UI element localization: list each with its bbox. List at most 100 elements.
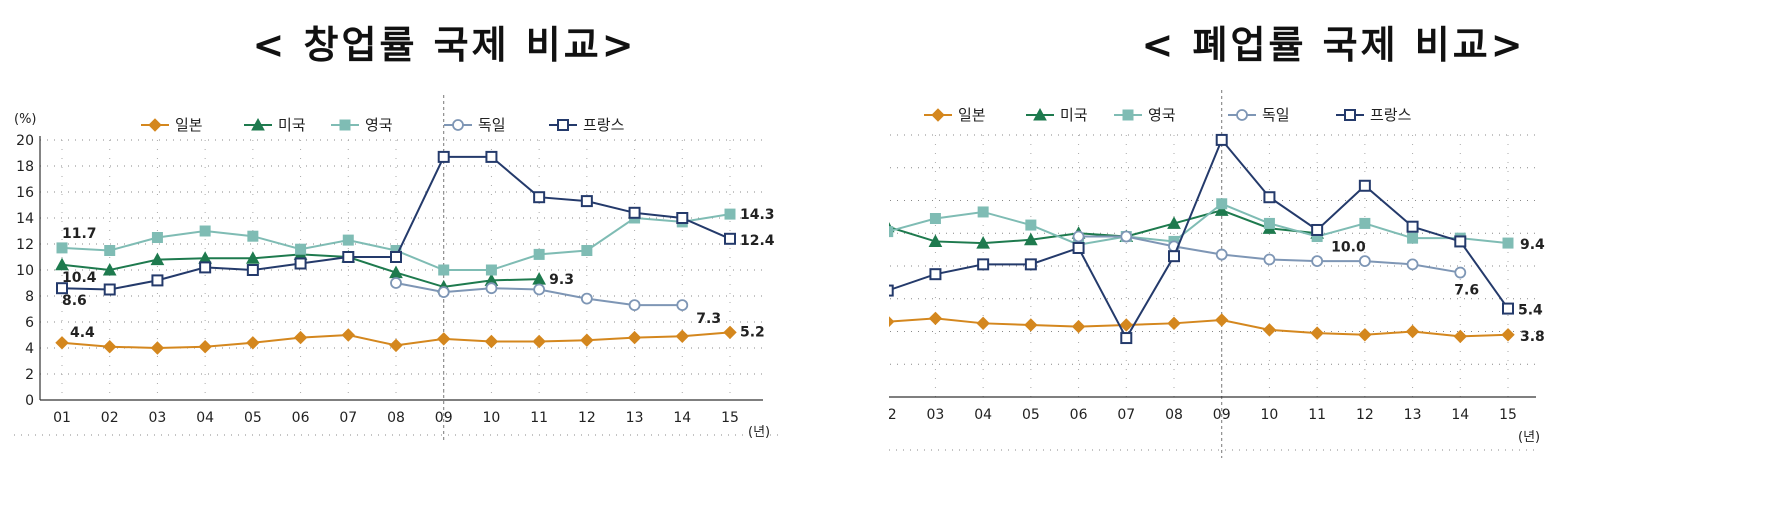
data-label: 5.2 (740, 324, 765, 340)
series-1 (889, 311, 1515, 344)
y-tick-label: 10 (16, 263, 34, 279)
data-point (675, 329, 689, 344)
data-point (293, 330, 308, 345)
data-point (56, 282, 68, 295)
data-point (1120, 332, 1133, 345)
data-point (1263, 217, 1275, 229)
data-point (1168, 250, 1180, 263)
x-tick-label: 06 (292, 410, 310, 426)
data-point (676, 299, 689, 312)
data-label: 5.4 (1518, 303, 1543, 319)
x-axis-unit-label: (년) (1518, 430, 1540, 445)
legend-label: 프랑스 (583, 116, 625, 134)
data-point (485, 264, 497, 276)
data-point (199, 225, 211, 237)
x-tick-label: 03 (149, 410, 167, 426)
y-tick-label: 8 (25, 289, 34, 305)
x-tick-label: 14 (1451, 407, 1469, 423)
data-label: 4.4 (70, 325, 95, 341)
x-tick-label: 01 (53, 410, 71, 426)
data-label: 9.4 (1520, 237, 1545, 253)
data-point (1215, 248, 1228, 261)
x-tick-label: 10 (1261, 407, 1279, 423)
data-point (1262, 323, 1277, 337)
x-tick-label: 04 (196, 410, 214, 426)
data-point (928, 234, 943, 247)
data-point (1215, 133, 1228, 146)
x-tick-label: 06 (1070, 407, 1088, 423)
data-point (247, 230, 259, 242)
data-point (246, 336, 260, 350)
data-point (151, 232, 163, 243)
data-point (1311, 223, 1324, 236)
data-point (1405, 324, 1420, 339)
data-point (1263, 191, 1276, 204)
data-label: 7.6 (1454, 283, 1479, 299)
data-point (1119, 318, 1133, 332)
data-point (150, 341, 165, 355)
x-tick-label: 05 (244, 410, 262, 426)
data-point (198, 339, 212, 354)
data-point (580, 292, 593, 305)
data-point (1024, 258, 1037, 271)
x-axis-unit-label: (년) (748, 425, 770, 440)
x-tick-label: 08 (1165, 407, 1183, 423)
data-point (929, 268, 942, 281)
legend-item: 독일 (1228, 106, 1290, 124)
data-point (150, 252, 165, 266)
x-tick-label: 13 (1404, 407, 1422, 423)
data-point (977, 206, 989, 218)
data-point (676, 212, 689, 224)
data-point (532, 334, 546, 349)
data-point (1501, 328, 1515, 342)
data-point (580, 333, 594, 347)
data-point (199, 261, 212, 274)
data-point (889, 316, 895, 328)
data-point (104, 245, 116, 256)
data-point (295, 243, 307, 255)
legend-label: 일본 (175, 116, 203, 134)
legend-marker (1344, 109, 1356, 121)
data-point (1167, 216, 1181, 229)
x-tick-label: 14 (673, 410, 691, 426)
legend-item: 일본 (141, 116, 203, 134)
closure-rate-chart: (%)(년)0246810121416010203040506070809101… (889, 90, 1545, 458)
x-tick-label: 12 (1356, 407, 1374, 423)
legend-label: 일본 (958, 106, 986, 124)
data-point (889, 226, 894, 238)
data-point (1120, 230, 1133, 243)
y-tick-label: 6 (25, 315, 34, 331)
data-label: 10.4 (62, 270, 97, 286)
data-point (724, 208, 736, 220)
legend-item: 프랑스 (1336, 106, 1412, 124)
data-point (56, 242, 68, 254)
series-2 (889, 203, 1324, 249)
legend-label: 영국 (1148, 106, 1176, 124)
data-label: 8.6 (62, 293, 87, 309)
y-tick-label: 12 (16, 237, 34, 253)
data-point (977, 258, 990, 271)
legend-label: 미국 (1060, 106, 1088, 124)
data-point (390, 251, 402, 263)
legend-marker (1122, 109, 1134, 121)
series-5 (56, 150, 736, 296)
legend-item: 영국 (331, 116, 393, 134)
data-point (1358, 179, 1371, 192)
data-point (889, 284, 894, 297)
data-point (1072, 241, 1085, 254)
legend-item: 일본 (924, 106, 986, 124)
data-point (1359, 217, 1371, 229)
y-tick-label: 14 (16, 211, 34, 227)
data-point (437, 286, 450, 299)
data-point (437, 332, 451, 346)
data-label: 7.3 (696, 311, 721, 327)
x-tick-label: 11 (530, 410, 548, 426)
data-point (438, 264, 450, 276)
data-point (103, 339, 117, 354)
legend-marker (251, 117, 265, 131)
y-tick-label: 0 (25, 393, 34, 409)
data-point (1358, 328, 1372, 342)
data-point (55, 257, 69, 271)
data-point (151, 274, 164, 287)
